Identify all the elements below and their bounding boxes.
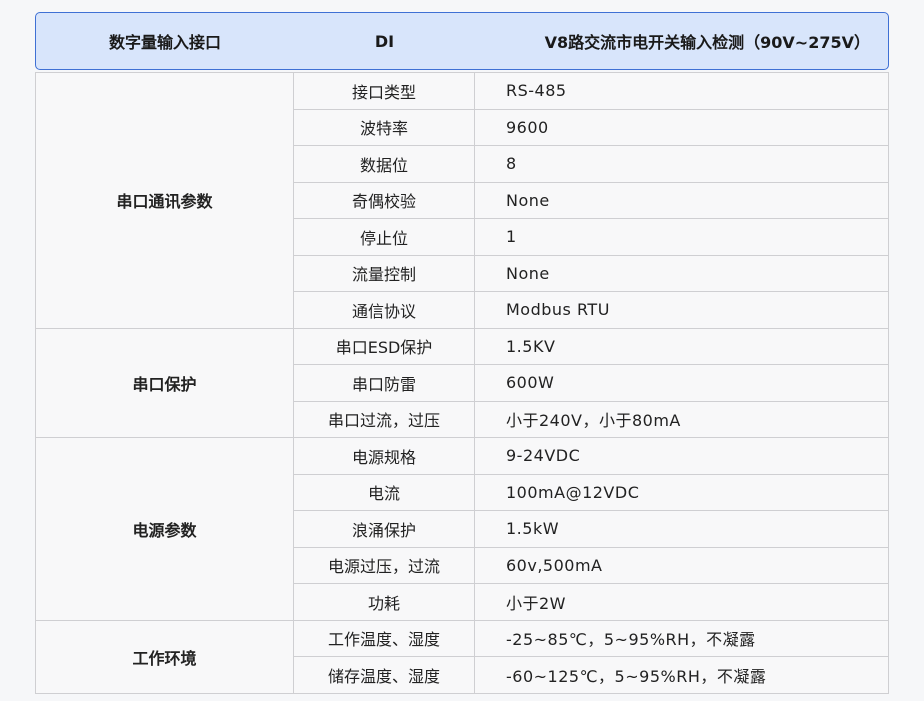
param-value: 9-24VDC <box>474 437 889 475</box>
group-label: 电源参数 <box>35 437 294 621</box>
group-label: 工作环境 <box>35 619 294 694</box>
param-name: 串口ESD保护 <box>293 327 475 365</box>
table-row: 浪涌保护 1.5kW <box>36 510 889 548</box>
param-value: -60~125℃，5~95%RH，不凝露 <box>474 656 889 694</box>
table-row: 电流 100mA@12VDC <box>36 473 889 511</box>
table-row: 储存温度、湿度 -60~125℃，5~95%RH，不凝露 <box>36 656 889 694</box>
param-name: 奇偶校验 <box>293 181 475 219</box>
param-value: 100mA@12VDC <box>474 473 889 511</box>
param-name: 工作温度、湿度 <box>293 619 475 657</box>
param-value: 8 <box>474 145 889 183</box>
param-value: Modbus RTU <box>474 291 889 329</box>
table-row: 奇偶校验 None <box>36 181 889 219</box>
table-row: 串口过流，过压 小于240V，小于80mA <box>36 400 889 438</box>
param-name: 停止位 <box>293 218 475 256</box>
param-name: 流量控制 <box>293 254 475 292</box>
param-value: 1.5kW <box>474 510 889 548</box>
table-row: 串口保护 串口ESD保护 1.5KV <box>35 327 889 438</box>
header-description: V8路交流市电开关输入检测（90V~275V） <box>544 33 870 52</box>
table-row: 电源参数 电源规格 9-24VDC <box>35 437 889 621</box>
param-value: None <box>474 181 889 219</box>
param-name: 功耗 <box>293 583 475 621</box>
param-value: RS-485 <box>474 72 889 110</box>
table-row: 波特率 9600 <box>36 108 889 146</box>
header-interface-type: 数字量输入接口 <box>108 33 221 52</box>
table-header: 数字量输入接口 DI V8路交流市电开关输入检测（90V~275V） <box>35 12 889 70</box>
param-name: 电流 <box>293 473 475 511</box>
table-row: 通信协议 Modbus RTU <box>36 291 889 329</box>
param-name: 电源规格 <box>293 437 475 475</box>
param-value: 9600 <box>474 108 889 146</box>
group-label: 串口保护 <box>35 327 294 438</box>
param-name: 接口类型 <box>293 72 475 110</box>
table-row: 工作环境 工作温度、湿度 -25~85℃，5~95%RH，不凝露 <box>35 619 889 694</box>
param-value: 1 <box>474 218 889 256</box>
param-name: 波特率 <box>293 108 475 146</box>
param-name: 通信协议 <box>293 291 475 329</box>
table-row: 停止位 1 <box>36 218 889 256</box>
param-value: 小于240V，小于80mA <box>474 400 889 438</box>
param-value: 600W <box>474 364 889 402</box>
param-name: 浪涌保护 <box>293 510 475 548</box>
table-row: 电源过压，过流 60v,500mA <box>36 546 889 584</box>
table-row: 串口通讯参数 接口类型 RS-485 <box>35 72 889 329</box>
table-row: 流量控制 None <box>36 254 889 292</box>
param-value: None <box>474 254 889 292</box>
param-value: 小于2W <box>474 583 889 621</box>
table-row: 串口防雷 600W <box>36 364 889 402</box>
spec-table: 串口通讯参数 接口类型 RS-485 波特率 9600 数据位 8 奇偶校验 None 停止位 1 流… <box>35 72 889 694</box>
param-name: 储存温度、湿度 <box>293 656 475 694</box>
param-value: 60v,500mA <box>474 546 889 584</box>
param-name: 串口防雷 <box>293 364 475 402</box>
table-row: 功耗 小于2W <box>36 583 889 621</box>
param-name: 串口过流，过压 <box>293 400 475 438</box>
param-name: 电源过压，过流 <box>293 546 475 584</box>
param-value: -25~85℃，5~95%RH，不凝露 <box>474 619 889 657</box>
param-value: 1.5KV <box>474 327 889 365</box>
table-row: 数据位 8 <box>36 145 889 183</box>
group-label: 串口通讯参数 <box>35 72 294 329</box>
header-di: DI <box>374 31 395 51</box>
param-name: 数据位 <box>293 145 475 183</box>
